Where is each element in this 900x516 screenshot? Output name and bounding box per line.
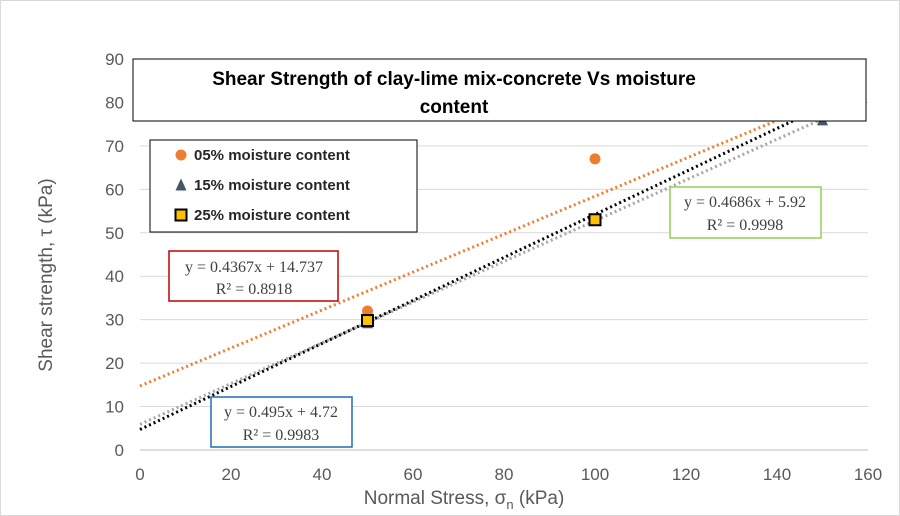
r2-25: R² = 0.9983	[243, 427, 320, 444]
x-tick-label: 20	[222, 465, 241, 484]
equation-box-05: y = 0.4367x + 14.737 R² = 0.8918	[168, 250, 339, 302]
x-tick-label: 0	[135, 465, 144, 484]
r2-05: R² = 0.8918	[216, 281, 293, 298]
x-tick-label: 40	[313, 465, 332, 484]
legend-marker-0	[175, 149, 187, 161]
trendline-0	[139, 100, 824, 388]
legend-marker-2	[174, 208, 188, 222]
axis-layer: 0 10 20 30 40 50 60 70 80 90 0 20 40 60 80 100 120 140 160	[105, 50, 882, 484]
y-tick-label: 20	[105, 354, 124, 373]
title-box	[132, 58, 867, 122]
y-tick-label: 50	[105, 224, 124, 243]
x-tick-label: 100	[581, 465, 609, 484]
legend-box	[149, 139, 418, 233]
r2-15: R² = 0.9998	[707, 217, 784, 234]
y-tick-label: 40	[105, 267, 124, 286]
trendline-layer	[139, 100, 824, 431]
data-point-0-0	[362, 305, 373, 317]
equation-layer: y = 0.4367x + 14.737 R² = 0.8918 y = 0.4…	[168, 186, 822, 448]
equation-box-05-border	[168, 250, 339, 302]
y-tick-label: 70	[105, 137, 124, 156]
x-tick-label: 120	[672, 465, 700, 484]
data-point-2-0	[361, 314, 374, 328]
equation-25: y = 0.495x + 4.72	[224, 404, 338, 421]
chart-title-line2: content	[420, 97, 489, 118]
x-tick-label: 80	[495, 465, 514, 484]
y-tick-label: 60	[105, 180, 124, 199]
equation-box-15-border	[669, 186, 822, 239]
legend-marker-1	[175, 178, 187, 191]
legend-label-1: 15% moisture content	[194, 177, 350, 194]
equation-box-25-border	[210, 396, 353, 448]
equation-15: y = 0.4686x + 5.92	[684, 194, 806, 211]
y-tick-label: 0	[115, 441, 124, 460]
y-tick-label: 90	[105, 50, 124, 69]
y-axis-title: Shear strength, τ (kPa)	[36, 178, 57, 371]
chart-title-line1: Shear Strength of clay-lime mix-concrete…	[212, 69, 696, 90]
x-axis-title: Normal Stress, σn (kPa)	[364, 488, 565, 512]
legend-label-0: 05% moisture content	[194, 147, 350, 164]
y-tick-label: 30	[105, 311, 124, 330]
equation-box-15: y = 0.4686x + 5.92 R² = 0.9998	[669, 186, 822, 239]
legend-label-2: 25% moisture content	[194, 207, 350, 224]
data-point-2-1	[588, 213, 602, 227]
y-tick-label: 10	[105, 398, 124, 417]
equation-05: y = 0.4367x + 14.737	[185, 259, 323, 276]
data-point-0-1	[589, 153, 601, 165]
y-tick-label: 80	[105, 93, 124, 112]
x-tick-label: 160	[854, 465, 882, 484]
legend: 05% moisture content 15% moisture content…	[149, 139, 418, 233]
equation-box-25: y = 0.495x + 4.72 R² = 0.9983	[210, 396, 353, 448]
trendline-2	[139, 105, 824, 431]
x-tick-label: 60	[404, 465, 423, 484]
x-tick-label: 140	[763, 465, 791, 484]
